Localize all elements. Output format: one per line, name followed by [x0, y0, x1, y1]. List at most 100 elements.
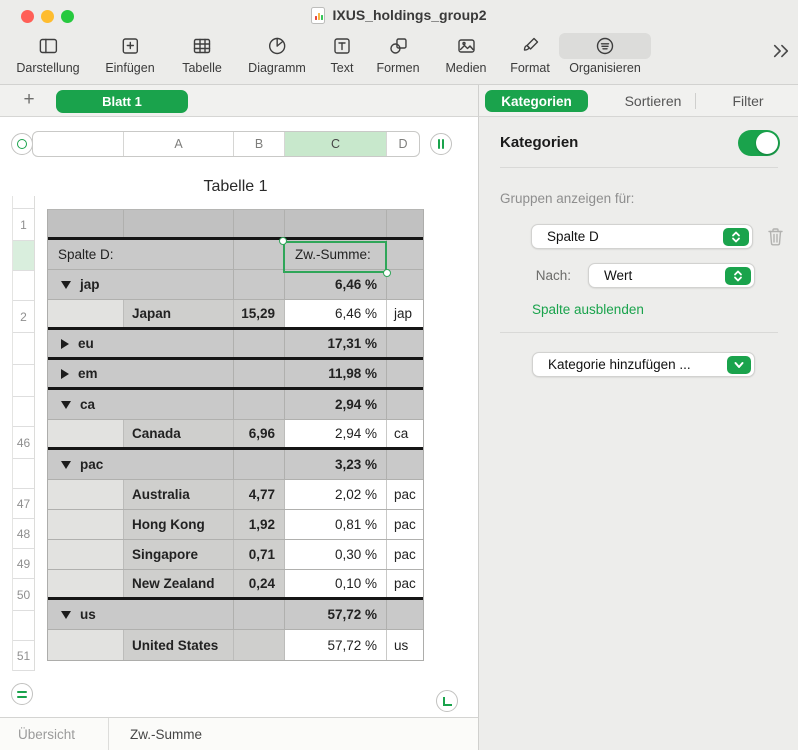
- toolbar-overflow-button[interactable]: [768, 40, 794, 66]
- category-subtotal-cell[interactable]: 6,46 %: [285, 270, 387, 299]
- cell[interactable]: [48, 210, 124, 237]
- value-cell[interactable]: 1,92: [234, 510, 285, 539]
- sheet-tab-blatt1[interactable]: Blatt 1: [56, 90, 188, 113]
- medien-button[interactable]: Medien: [446, 33, 487, 75]
- collapse-triangle-icon[interactable]: [61, 400, 71, 409]
- spalte-ausblenden-link[interactable]: Spalte ausblenden: [532, 302, 644, 317]
- indent-cell[interactable]: [48, 480, 124, 509]
- nach-select-dropdown[interactable]: Wert: [588, 263, 755, 288]
- category-header-cell[interactable]: us: [48, 600, 234, 629]
- name-cell[interactable]: Australia: [124, 480, 234, 509]
- collapse-triangle-icon[interactable]: [61, 280, 71, 289]
- percent-cell[interactable]: 0,30 %: [285, 540, 387, 569]
- category-header-cell[interactable]: ca: [48, 390, 234, 419]
- cell[interactable]: [285, 210, 387, 237]
- column-header-b[interactable]: B: [234, 132, 285, 156]
- cell[interactable]: [387, 240, 423, 269]
- cell[interactable]: [234, 240, 285, 269]
- group-cell[interactable]: pac: [387, 540, 423, 569]
- column-header-c[interactable]: C: [285, 132, 387, 156]
- column-header-a[interactable]: A: [124, 132, 234, 156]
- row-number[interactable]: 51: [13, 641, 34, 671]
- value-cell[interactable]: 0,71: [234, 540, 285, 569]
- name-cell[interactable]: New Zealand: [124, 570, 234, 597]
- value-cell[interactable]: 15,29: [234, 300, 285, 327]
- zoom-button[interactable]: [61, 10, 74, 23]
- category-subtotal-cell[interactable]: 17,31 %: [285, 330, 387, 357]
- format-button[interactable]: Format: [510, 33, 550, 75]
- group-cell[interactable]: jap: [387, 300, 423, 327]
- cell[interactable]: [387, 360, 423, 387]
- percent-cell[interactable]: 2,94 %: [285, 420, 387, 447]
- category-subtotal-cell[interactable]: 11,98 %: [285, 360, 387, 387]
- percent-cell[interactable]: 2,02 %: [285, 480, 387, 509]
- row-number[interactable]: [13, 333, 34, 365]
- cell[interactable]: [124, 210, 234, 237]
- expand-triangle-icon[interactable]: [61, 368, 69, 379]
- row-number[interactable]: 49: [13, 549, 34, 579]
- collapse-triangle-icon[interactable]: [61, 460, 71, 469]
- percent-cell[interactable]: 57,72 %: [285, 630, 387, 660]
- resize-table-handle-icon[interactable]: [436, 690, 458, 712]
- label-cell-zw-summe[interactable]: Zw.-Summe:: [285, 240, 387, 269]
- category-subtotal-cell[interactable]: 57,72 %: [285, 600, 387, 629]
- close-button[interactable]: [21, 10, 34, 23]
- add-sheet-button[interactable]: +: [23, 89, 35, 110]
- add-column-handle-icon[interactable]: [430, 133, 452, 155]
- row-number[interactable]: [13, 241, 34, 271]
- indent-cell[interactable]: [48, 570, 124, 597]
- row-number[interactable]: [13, 459, 34, 489]
- kategorien-toggle[interactable]: [738, 130, 780, 156]
- darstellung-button[interactable]: Darstellung: [16, 33, 80, 75]
- group-cell[interactable]: pac: [387, 510, 423, 539]
- cell[interactable]: [234, 210, 285, 237]
- row-number[interactable]: [13, 397, 34, 427]
- cell[interactable]: [234, 330, 285, 357]
- value-cell[interactable]: [234, 630, 285, 660]
- organisieren-button[interactable]: Organisieren: [559, 33, 651, 75]
- name-cell[interactable]: Hong Kong: [124, 510, 234, 539]
- name-cell[interactable]: United States: [124, 630, 234, 660]
- name-cell[interactable]: Japan: [124, 300, 234, 327]
- cell[interactable]: [234, 270, 285, 299]
- category-subtotal-cell[interactable]: 2,94 %: [285, 390, 387, 419]
- column-header-d[interactable]: D: [398, 137, 408, 151]
- trash-icon[interactable]: [766, 226, 785, 252]
- add-category-dropdown[interactable]: Kategorie hinzufügen ...: [532, 352, 755, 377]
- cell[interactable]: [387, 450, 423, 479]
- row-number[interactable]: 50: [13, 579, 34, 611]
- percent-cell[interactable]: 0,81 %: [285, 510, 387, 539]
- column-header-indent[interactable]: [33, 132, 124, 156]
- name-cell[interactable]: Canada: [124, 420, 234, 447]
- text-button[interactable]: Text: [322, 33, 362, 75]
- expand-triangle-icon[interactable]: [61, 338, 69, 349]
- indent-cell[interactable]: [48, 300, 124, 327]
- value-cell[interactable]: 0,24: [234, 570, 285, 597]
- bottom-tab-zw-summe[interactable]: Zw.-Summe: [130, 727, 203, 742]
- category-header-cell[interactable]: jap: [48, 270, 234, 299]
- row-number[interactable]: [13, 271, 34, 301]
- bottom-tab-uebersicht[interactable]: Übersicht: [18, 727, 76, 742]
- group-cell[interactable]: pac: [387, 480, 423, 509]
- formen-button[interactable]: Formen: [376, 33, 420, 75]
- einfuegen-button[interactable]: Einfügen: [105, 33, 155, 75]
- indent-cell[interactable]: [48, 630, 124, 660]
- category-subtotal-cell[interactable]: 3,23 %: [285, 450, 387, 479]
- cell[interactable]: [387, 600, 423, 629]
- row-number[interactable]: [13, 365, 34, 397]
- indent-cell[interactable]: [48, 420, 124, 447]
- row-number[interactable]: 46: [13, 427, 34, 459]
- indent-cell[interactable]: [48, 510, 124, 539]
- percent-cell[interactable]: 0,10 %: [285, 570, 387, 597]
- tab-sortieren[interactable]: Sortieren: [624, 93, 682, 109]
- add-row-handle-icon[interactable]: [11, 683, 33, 705]
- cell[interactable]: [387, 270, 423, 299]
- minimize-button[interactable]: [41, 10, 54, 23]
- percent-cell[interactable]: 6,46 %: [285, 300, 387, 327]
- cell[interactable]: [387, 330, 423, 357]
- indent-cell[interactable]: [48, 540, 124, 569]
- cell[interactable]: [387, 210, 423, 237]
- group-cell[interactable]: pac: [387, 570, 423, 597]
- category-header-cell[interactable]: em: [48, 360, 234, 387]
- name-cell[interactable]: Singapore: [124, 540, 234, 569]
